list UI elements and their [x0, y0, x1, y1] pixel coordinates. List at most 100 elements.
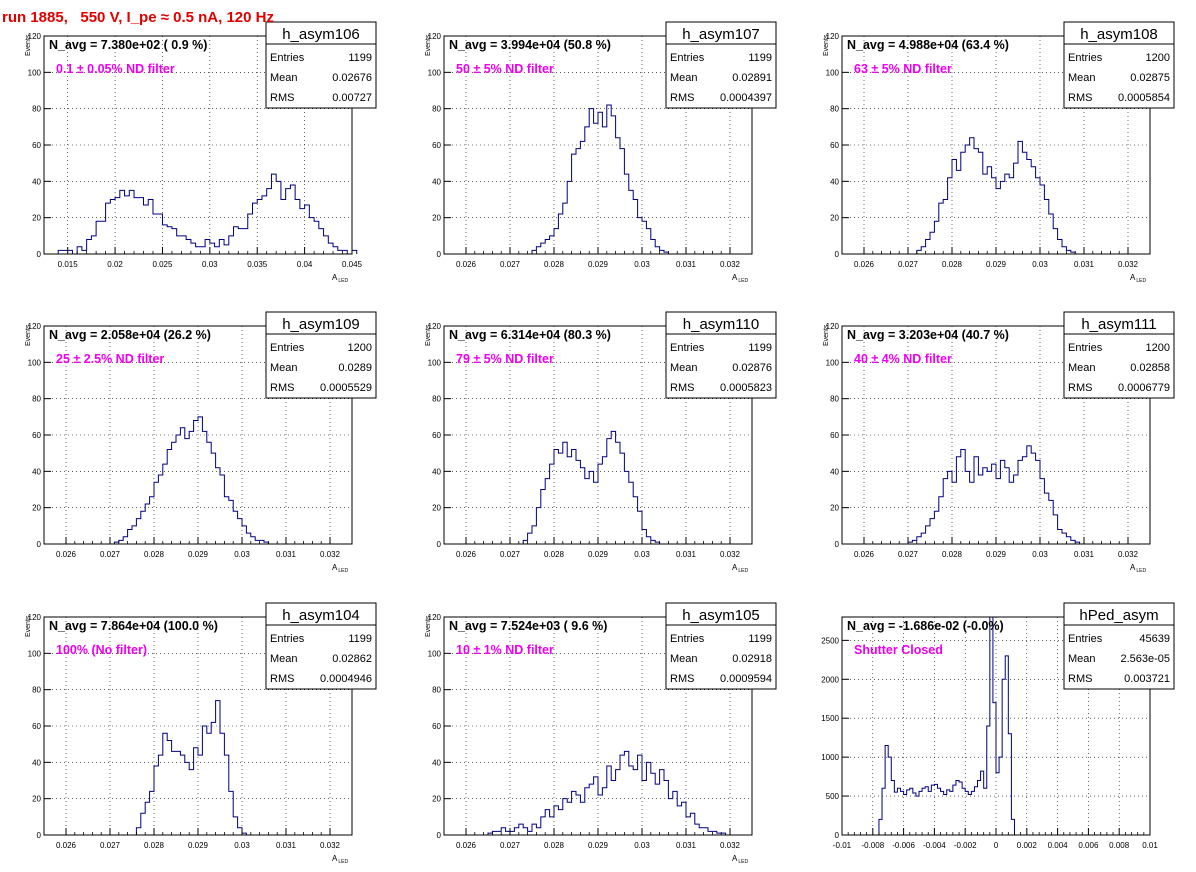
y-tick-label: 60 [32, 141, 41, 150]
navg-text: N_avg = 7.524e+03 ( 9.6 %) [449, 619, 607, 633]
x-tick-label: 0.027 [500, 550, 521, 559]
filter-label: Shutter Closed [854, 643, 943, 657]
navg-text: N_avg = 7.380e+02 ( 0.9 %) [49, 38, 207, 52]
stats-value: 1200 [348, 342, 372, 354]
x-tick-label: 0.029 [986, 260, 1007, 269]
histogram-name: h_asym111 [1081, 316, 1156, 333]
filter-label: 0.1 ± 0.05% ND filter [56, 62, 175, 76]
stats-value: 0.0006779 [1118, 382, 1170, 394]
filter-label: 25 ± 2.5% ND filter [56, 352, 164, 366]
stats-box [665, 311, 777, 399]
stats-label: Mean [670, 362, 698, 374]
histogram-series-h_asym106 [57, 173, 358, 255]
stats-value: 1199 [348, 633, 372, 645]
y-tick-label: 120 [28, 613, 42, 622]
stats-label: RMS [270, 673, 294, 685]
histogram-name: h_asym109 [282, 316, 360, 333]
x-tick-label: 0.032 [1118, 260, 1139, 269]
stats-value: 0.02862 [332, 653, 372, 665]
stats-value: 0.02858 [1130, 362, 1170, 374]
x-axis-title: ALED [732, 854, 748, 865]
x-tick-label: 0.028 [144, 841, 165, 850]
y-tick-label: 60 [432, 431, 441, 440]
y-axis-title: Events [823, 324, 830, 346]
histogram-panel-hPed_asym: -0.01 -0.008 -0.006 -0.004 -0.002 0 0.002 0.004… [821, 602, 1175, 850]
x-axis-title: ALED [732, 563, 748, 574]
stats-label: Mean [270, 362, 298, 374]
y-axis-title: Events [823, 34, 830, 56]
stats-value: 0.02918 [732, 653, 772, 665]
x-tick-label: 0.032 [320, 841, 341, 850]
y-tick-label: 0 [37, 540, 42, 549]
stats-value: 0.0289 [338, 362, 372, 374]
x-tick-label: 0.028 [544, 841, 565, 850]
x-tick-label: 0.032 [1118, 550, 1139, 559]
y-tick-label: 20 [830, 504, 839, 513]
x-tick-label: 0.004 [1048, 841, 1069, 850]
x-tick-label: 0.029 [188, 550, 209, 559]
navg-text: N_avg = 6.314e+04 (80.3 %) [449, 328, 611, 342]
x-tick-label: 0.026 [456, 260, 477, 269]
histogram-series-h_asym105 [487, 750, 727, 835]
y-axis-title: Events [25, 324, 32, 346]
y-tick-label: 60 [432, 722, 441, 731]
y-tick-label: 20 [32, 214, 41, 223]
x-tick-label: 0.01 [1142, 841, 1158, 850]
histogram-panel-h_asym109: 0.026 0.027 0.028 0.029 0.03 0.031 0.032 0 20 40 6… [25, 311, 377, 574]
y-tick-label: 60 [830, 431, 839, 440]
y-tick-label: 60 [432, 141, 441, 150]
stats-value: 0.0004946 [320, 673, 372, 685]
histogram-series-h_asym108 [916, 137, 1076, 254]
x-tick-label: 0.031 [1074, 260, 1095, 269]
x-tick-label: 0.026 [854, 260, 875, 269]
x-tick-label: 0.028 [544, 550, 565, 559]
stats-value: 1199 [748, 633, 772, 645]
x-tick-label: 0.031 [676, 260, 697, 269]
x-tick-label: 0.027 [500, 841, 521, 850]
y-tick-label: 0 [37, 250, 42, 259]
stats-label: RMS [1068, 92, 1092, 104]
y-tick-label: 80 [432, 686, 441, 695]
histogram-panel-h_asym111: 0.026 0.027 0.028 0.029 0.03 0.031 0.032 0 20 40 6… [823, 311, 1175, 574]
x-tick-label: 0.028 [942, 550, 963, 559]
navg-text: N_avg = 4.988e+04 (63.4 %) [847, 38, 1009, 52]
y-tick-label: 80 [32, 105, 41, 114]
histogram-name: h_asym106 [282, 26, 360, 43]
y-tick-label: 100 [28, 358, 42, 367]
x-tick-label: -0.008 [861, 841, 884, 850]
x-tick-label: 0 [994, 841, 999, 850]
stats-label: Mean [270, 653, 298, 665]
stats-box [1063, 21, 1175, 109]
stats-value: 0.003721 [1124, 673, 1170, 685]
stats-label: Entries [1068, 342, 1103, 354]
stats-label: Entries [670, 342, 705, 354]
stats-label: Entries [1068, 52, 1103, 64]
x-tick-label: 0.026 [456, 841, 477, 850]
stats-value: 0.02876 [732, 362, 772, 374]
y-tick-label: 40 [32, 177, 41, 186]
stats-value: 1200 [1146, 342, 1170, 354]
x-axis-title: ALED [1130, 563, 1146, 574]
stats-value: 0.02891 [732, 72, 772, 84]
x-tick-label: 0.03 [234, 841, 250, 850]
y-tick-label: 20 [830, 214, 839, 223]
y-tick-label: 40 [32, 758, 41, 767]
stats-box [1063, 602, 1175, 690]
x-tick-label: 0.026 [456, 550, 477, 559]
y-axis-title: Events [25, 34, 32, 56]
x-tick-label: 0.026 [854, 550, 875, 559]
y-tick-label: 80 [32, 395, 41, 404]
y-tick-label: 0 [835, 540, 840, 549]
x-tick-label: 0.015 [58, 260, 79, 269]
x-tick-label: -0.002 [954, 841, 977, 850]
x-tick-label: 0.026 [56, 550, 77, 559]
histogram-panel-h_asym110: 0.026 0.027 0.028 0.029 0.03 0.031 0.032 0 20 40 6… [425, 311, 777, 574]
histogram-panel-h_asym107: 0.026 0.027 0.028 0.029 0.03 0.031 0.032 0 20 40 6… [425, 21, 777, 284]
y-tick-label: 40 [432, 467, 441, 476]
y-tick-label: 120 [428, 613, 442, 622]
x-tick-label: 0.025 [152, 260, 173, 269]
stats-label: Mean [1068, 362, 1096, 374]
navg-text: N_avg = 7.864e+04 (100.0 %) [49, 619, 218, 633]
histogram-name: h_asym110 [683, 316, 759, 333]
stats-label: Entries [270, 52, 305, 64]
